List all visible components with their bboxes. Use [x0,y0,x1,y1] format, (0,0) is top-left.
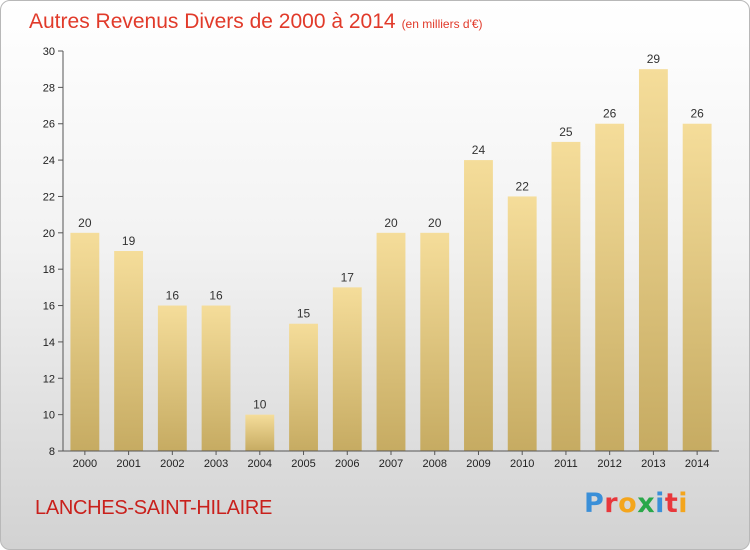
bar-value-label: 25 [559,125,573,139]
bar-value-label: 19 [122,234,136,248]
bar-value-label: 10 [253,398,267,412]
bar [507,196,537,451]
x-tick-label: 2005 [291,458,315,470]
y-tick-label: 12 [43,373,55,385]
x-tick-label: 2000 [73,458,97,470]
bar [245,414,275,451]
y-tick-label: 28 [43,82,55,94]
y-tick-label: 14 [43,337,55,349]
y-tick-label: 18 [43,264,55,276]
x-tick-label: 2003 [204,458,228,470]
bar-value-label: 15 [297,307,311,321]
bars-group: 20 19 16 16 10 15 17 20 20 24 22 25 26 29 26 [70,52,712,452]
y-tick-label: 30 [43,46,55,58]
x-tick-label: 2012 [597,458,621,470]
bar-value-label: 20 [428,216,442,230]
bar-value-label: 17 [341,270,355,284]
logo-letter: i [655,488,665,519]
bar [157,305,187,451]
x-tick-label: 2011 [554,458,578,470]
x-tick-label: 2014 [685,458,709,470]
bar-value-label: 24 [472,143,486,157]
bar [114,251,144,451]
bar-value-label: 26 [690,107,704,121]
y-tick-label: 24 [43,155,55,167]
bar [551,141,581,451]
bar-value-label: 16 [166,289,180,303]
x-tick-label: 2010 [510,458,534,470]
logo-letter: o [618,488,638,519]
axes-group: 2000 2001 2002 2003 2004 2005 2006 2007 2008 2009… [43,46,719,470]
logo-letter: P [584,488,605,519]
logo-letter: t [664,488,679,519]
x-tick-label: 2006 [335,458,359,470]
location-name: LANCHES-SAINT-HILAIRE [35,497,273,519]
x-tick-label: 2001 [116,458,140,470]
x-tick-label: 2008 [422,458,446,470]
bar [201,305,231,451]
bar [595,123,625,452]
bar [70,232,100,451]
bar-value-label: 16 [209,289,223,303]
bar-value-label: 20 [384,216,398,230]
y-tick-label: 16 [43,301,55,313]
x-tick-label: 2007 [379,458,403,470]
y-tick-label: 10 [43,410,55,422]
logo-letter: x [637,488,656,519]
y-tick-label: 22 [43,191,55,203]
x-tick-label: 2013 [641,458,665,470]
bar [682,123,712,452]
y-tick-label: 26 [43,119,55,131]
bar [420,232,450,451]
chart-title: Autres Revenus Divers de 2000 à 2014 (en … [29,10,483,34]
x-tick-label: 2004 [248,458,272,470]
bar-value-label: 26 [603,107,617,121]
bar [332,287,362,451]
bar [638,69,668,451]
y-tick-label: 8 [49,446,55,458]
logo-letter: i [678,488,689,519]
logo-letter: r [604,488,619,519]
bar-value-label: 20 [78,216,92,230]
proxiti-logo: Proxiti [584,488,688,519]
bar-value-label: 29 [647,52,661,66]
y-tick-label: 20 [43,228,55,240]
bar [289,323,318,451]
bar [376,232,406,451]
x-tick-label: 2002 [160,458,184,470]
bar [464,160,493,451]
bar-value-label: 22 [516,179,530,193]
chart-title-text: Autres Revenus Divers de 2000 à 2014 [29,10,396,33]
x-tick-label: 2009 [466,458,490,470]
unit-note: (en milliers d'€) [401,17,483,31]
